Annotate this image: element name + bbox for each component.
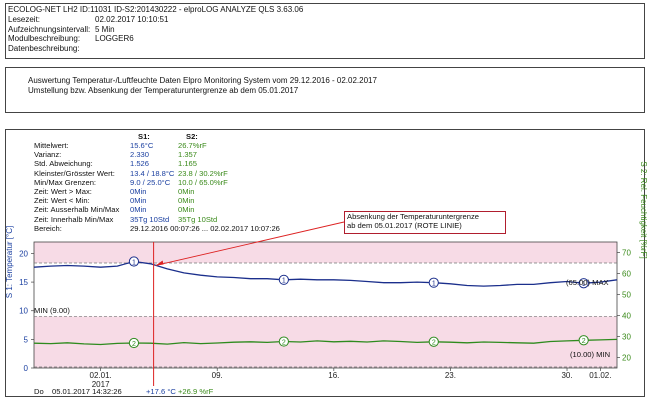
- header-row-label: Modulbeschreibung:: [8, 34, 81, 44]
- s2-above-max-band: [34, 242, 617, 263]
- series-1-marker-label: 1: [432, 280, 436, 287]
- stats-s1-value: 13.4 / 18.8°C: [130, 168, 175, 178]
- y-left-tick-label: 20: [19, 249, 28, 258]
- chart-box: [5, 129, 645, 397]
- header-row-label: Lesezeit:: [8, 15, 41, 24]
- stats-s2-value: 26.7%rF: [178, 141, 207, 150]
- series-2-marker: [278, 336, 289, 347]
- header-row-value: 5 Min: [95, 24, 115, 34]
- stats-s1-value: 1.526: [130, 159, 150, 169]
- stats-range: 29.12.2016 00:07:26 ... 02.02.2017 10:07…: [130, 223, 280, 233]
- series-1-line: [33, 260, 618, 287]
- y-right-tick-label: 20: [622, 354, 631, 363]
- stats-row-label: Zeit: Innerhalb Min/Max: [34, 214, 114, 224]
- stats-row-label: Std. Abweichung:: [34, 159, 93, 169]
- stats-row-label: Zeit: Wert < Min:: [34, 196, 90, 206]
- y-right-tick-label: 30: [622, 333, 631, 342]
- y-right-tick-label: 50: [622, 291, 631, 300]
- s2-min-limit-label: (10.00) MIN: [570, 350, 611, 359]
- stats-s2-value: 23.8 / 30.2%rF: [178, 168, 228, 178]
- series-1-marker: [128, 256, 140, 267]
- annotation-line-2: ab dem 05.01.2017 (ROTE LINIE): [347, 221, 462, 230]
- stats-row-label: Mittelwert:: [34, 141, 69, 150]
- y-left-tick-label: 10: [19, 307, 28, 316]
- series-1-marker: [428, 277, 439, 288]
- stats-s1-value: 2.330: [130, 150, 150, 160]
- report-line-2: Umstellung bzw. Absenkung der Temperatur…: [28, 86, 299, 95]
- stats-s2-value: 35Tg 10Std: [178, 214, 218, 224]
- s1-below-min-band: [34, 316, 617, 368]
- y-left-axis-label: S 1: Temperatur [°C]: [5, 226, 14, 298]
- cursor-day: Do: [34, 387, 44, 396]
- header-row-label: Aufzeichnungsintervall:: [8, 24, 91, 34]
- header-box: [5, 3, 645, 59]
- stats-s1-value: 15.6°C: [130, 141, 154, 150]
- x-tick-label: 01.02.: [589, 371, 611, 380]
- y-left-tick-label: 5: [24, 335, 29, 344]
- y-right-axis-label: S 2: Rel. Feuchtigkeit [%rF]: [639, 161, 648, 258]
- stats-s1-value: 0Min: [130, 205, 147, 215]
- annotation-line-1: Absenkung der Temperaturuntergrenze: [347, 212, 479, 221]
- plot-frame: [33, 241, 618, 369]
- x-tick-label: 09.: [212, 371, 223, 380]
- stats-s1-value: 35Tg 10Std: [130, 214, 170, 224]
- header-row-value: LOGGER6: [95, 34, 134, 44]
- stats-s1-value: 0Min: [130, 196, 147, 206]
- stats-row-label: Zeit: Wert > Max:: [34, 187, 92, 196]
- series-1-marker-label: 1: [282, 278, 286, 285]
- s1-max-limit-label: (65.00) MAX: [566, 278, 609, 287]
- series-2-marker-label: 2: [432, 340, 436, 347]
- annotation-arrowhead: [155, 260, 164, 266]
- y-left-tick-label: 15: [19, 278, 28, 287]
- series-2-marker: [578, 335, 589, 346]
- y-right-tick-label: 70: [622, 249, 631, 258]
- cursor-datetime: 05.01.2017 14:32:26: [52, 387, 122, 396]
- series-2-marker-label: 2: [132, 341, 136, 348]
- series-2-marker: [428, 336, 439, 347]
- stats-row-label: Zeit: Ausserhalb Min/Max: [34, 205, 120, 215]
- s1-min-limit-label: MIN (9.00): [34, 306, 70, 315]
- series-2-marker-label: 2: [582, 338, 586, 345]
- y-left-tick-label: 0: [24, 364, 29, 373]
- series-1-marker-label: 1: [132, 259, 136, 266]
- x-tick-label: 16.: [328, 371, 339, 380]
- report-line-1: Auswertung Temperatur-/Luftfeuchte Daten…: [28, 76, 377, 85]
- series-2-marker-label: 2: [282, 339, 286, 346]
- x-tick-label: 02.01.: [90, 371, 112, 380]
- annotation-box: [344, 211, 506, 234]
- stats-row-label: Varianz:: [34, 150, 62, 160]
- x-tick-label: 23.: [445, 371, 456, 380]
- cursor-s1-value: +17.6 °C: [146, 387, 176, 396]
- stats-s2-value: 0Min: [178, 205, 195, 215]
- stats-s2-value: 1.165: [178, 159, 198, 169]
- stats-s2-value: 0Min: [178, 196, 195, 206]
- cursor-s2-value: +26.9 %rF: [178, 387, 214, 396]
- stats-row-label: Bereich:: [34, 223, 62, 233]
- x-tick-sublabel: 2017: [92, 380, 110, 389]
- annotation-arrow: [155, 221, 345, 266]
- x-tick-label: 30.: [561, 371, 572, 380]
- stats-s1-value: 0Min: [130, 187, 147, 196]
- header-row-label: Datenbeschreibung:: [8, 43, 80, 53]
- header-row-value: 02.02.2017 10:10:51: [95, 15, 169, 24]
- stats-s1-header: S1:: [138, 132, 150, 141]
- stats-row-label: Kleinster/Grösster Wert:: [34, 168, 115, 178]
- y-right-tick-label: 60: [622, 270, 631, 279]
- stats-s2-value: 10.0 / 65.0%rF: [178, 177, 228, 187]
- stats-s1-value: 9.0 / 25.0°C: [130, 177, 171, 187]
- series-2-marker: [128, 337, 140, 349]
- stats-s2-value: 1.357: [178, 150, 198, 160]
- report-box: [5, 67, 645, 113]
- stats-s2-value: 0Min: [178, 187, 195, 196]
- stats-s2-header: S2:: [186, 132, 198, 141]
- stats-row-label: Min/Max Grenzen:: [34, 177, 97, 187]
- series-1-marker: [278, 274, 289, 285]
- y-right-tick-label: 40: [622, 312, 631, 321]
- header-title: ECOLOG-NET LH2 ID:11031 ID-S2:201430222 …: [8, 5, 304, 14]
- series-1-marker-label: 1: [582, 281, 586, 288]
- series-1-marker: [578, 278, 589, 289]
